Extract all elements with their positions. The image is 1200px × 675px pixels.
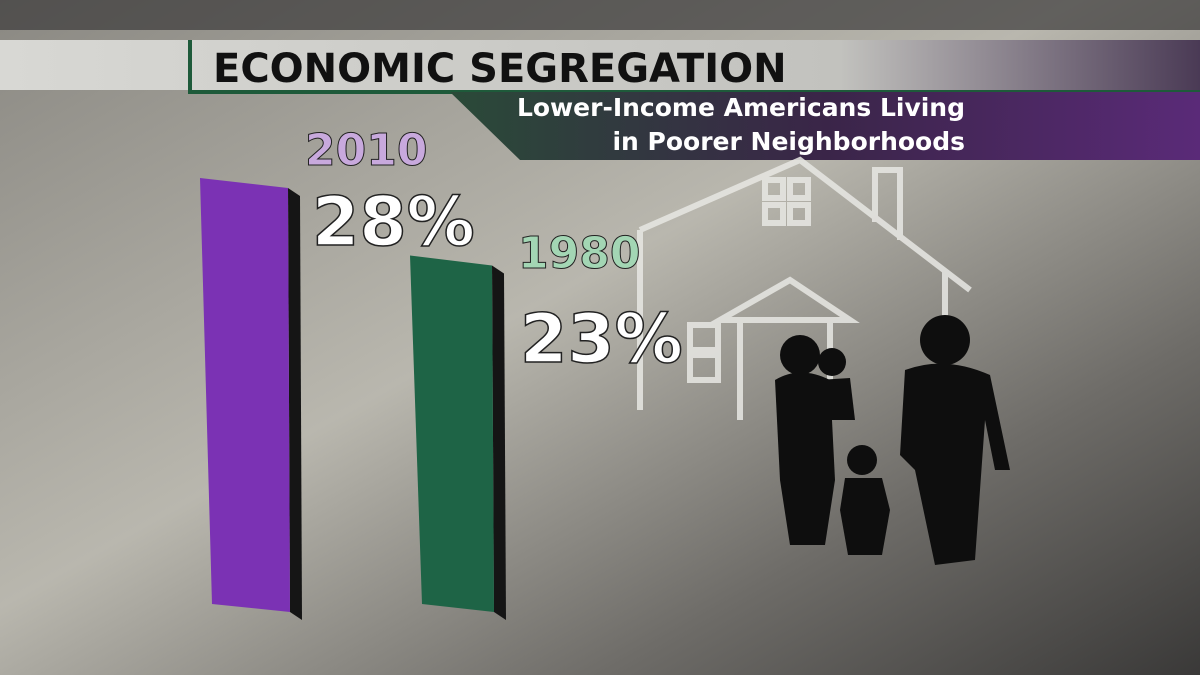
subtitle: in Poorer Neighborhoods [612,127,965,156]
chart-title: ECONOMIC SEGREGATION [213,46,787,92]
title-band [0,40,1200,90]
category-label: 2010 [305,125,427,176]
bar [410,255,494,612]
value-label: 28% [312,183,475,262]
subtitle: Lower-Income Americans Living [517,93,965,122]
value-label: 23% [520,300,683,379]
bar-side [288,188,302,620]
top-shade [0,0,1200,30]
bar-side [492,265,506,620]
family-silhouette [775,315,1010,565]
subtitle-band [450,92,1200,160]
bar [200,178,290,612]
category-label: 1980 [518,228,640,279]
